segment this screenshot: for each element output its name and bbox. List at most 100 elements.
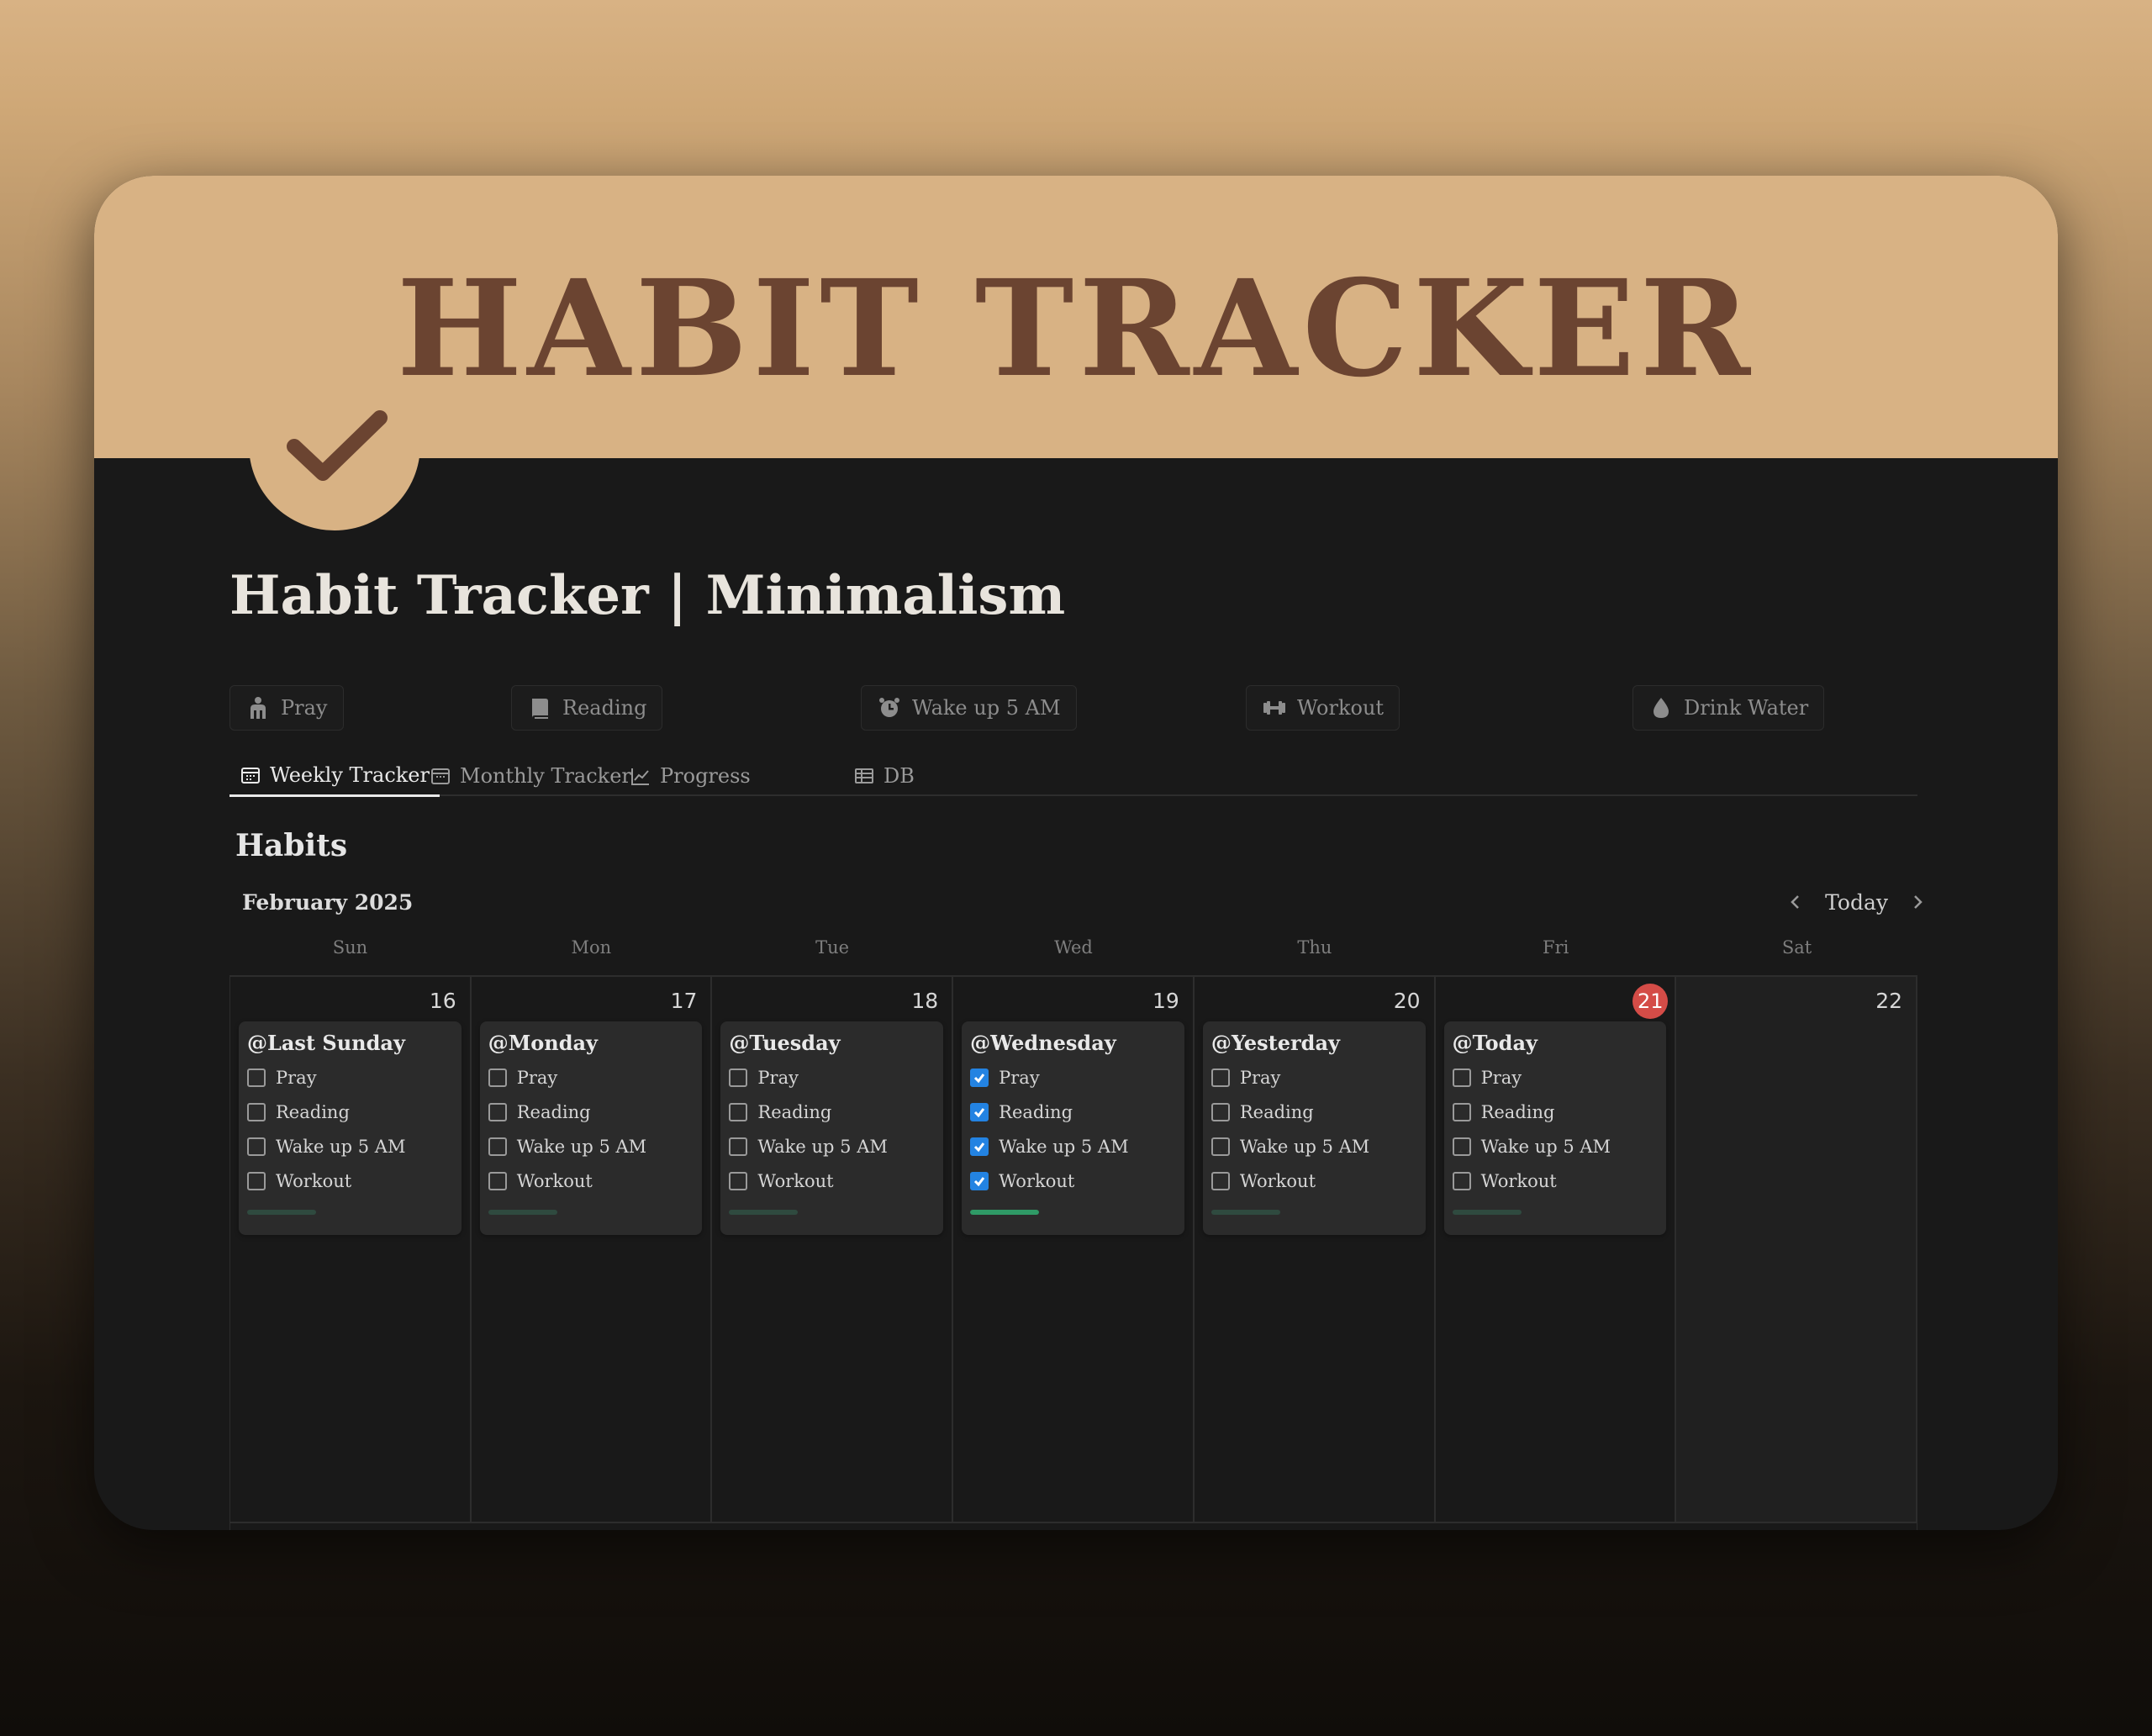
habit-progress-bar [488,1210,557,1215]
habit-checkbox-row: Workout [729,1163,935,1198]
habit-checkbox[interactable] [247,1171,266,1190]
calendar-day-cell[interactable]: 16 @Last Sunday Pray Reading Wake up 5 AM Wor… [230,977,472,1523]
habit-checkbox[interactable] [247,1137,266,1156]
habit-checkbox-row: Pray [1210,1060,1417,1095]
habit-entry-card[interactable]: @Tuesday Pray Reading Wake up 5 AM Workout [720,1021,944,1235]
habit-progress-bar [1210,1210,1280,1215]
habit-checkbox[interactable] [1210,1137,1230,1156]
today-date-badge: 21 [1632,984,1669,1019]
habit-checkbox[interactable] [247,1068,266,1087]
habit-checkbox-label: Wake up 5 AM [1480,1136,1611,1157]
habit-checkbox-label: Reading [516,1101,591,1122]
calendar-day-cell[interactable]: 21 @Today Pray Reading Wake up 5 AM Workout [1435,977,1677,1523]
water-drop-icon [1654,698,1669,718]
habit-checkbox-label: Reading [276,1101,350,1122]
habit-checkbox[interactable] [488,1171,507,1190]
habit-checkbox-row: Wake up 5 AM [488,1129,694,1163]
habit-checkbox-row: Workout [247,1163,453,1198]
habit-checkbox[interactable] [1452,1137,1471,1156]
calendar-day-cell[interactable]: 19 @Wednesday Pray Reading Wake up 5 AM Worko… [953,977,1195,1523]
habit-checkbox-label: Workout [757,1170,834,1191]
habit-checkbox[interactable] [1210,1102,1230,1121]
habit-checkbox[interactable] [729,1137,748,1156]
weekday-label: Mon [571,937,612,958]
habit-checkbox-row: Wake up 5 AM [247,1129,453,1163]
tab-progress[interactable]: Progress [620,756,761,796]
view-tabs: Weekly Tracker Monthly Tracker Progress … [229,756,1917,797]
tab-weekly-tracker[interactable]: Weekly Tracker [229,756,440,797]
habit-entry-card[interactable]: @Wednesday Pray Reading Wake up 5 AM Workout [962,1021,1184,1235]
calendar-day-cell[interactable]: 17 @Monday Pray Reading Wake up 5 AM Workout [471,977,713,1523]
habit-button-wake-up[interactable]: Wake up 5 AM [861,685,1077,731]
habit-checkbox[interactable] [1210,1068,1230,1087]
habit-entry-card[interactable]: @Today Pray Reading Wake up 5 AM Workout [1443,1021,1667,1235]
habit-checkbox-label: Reading [757,1101,832,1122]
habit-checkbox[interactable] [1210,1171,1230,1190]
habit-checkbox-label: Pray [757,1067,799,1088]
weekday-label: Thu [1297,937,1332,958]
calendar-day-cell[interactable]: 22 [1676,977,1917,1523]
habit-checkbox-row: Pray [488,1060,694,1095]
habit-entry-card[interactable]: @Yesterday Pray Reading Wake up 5 AM Workout [1202,1021,1426,1235]
calendar-grid: 16 @Last Sunday Pray Reading Wake up 5 AM Wor… [229,975,1917,1523]
habit-checkbox-label: Reading [1480,1101,1555,1122]
habit-checkbox[interactable] [1452,1102,1471,1121]
habit-button-label: Wake up 5 AM [912,696,1061,720]
tab-db[interactable]: DB [843,756,925,796]
day-number: 18 [911,989,939,1013]
habit-entry-title: @Tuesday [729,1031,841,1055]
habit-button-reading[interactable]: Reading [511,685,663,731]
habit-checkbox[interactable] [729,1068,748,1087]
calendar-day-cell[interactable]: 20 @Yesterday Pray Reading Wake up 5 AM Worko… [1194,977,1436,1523]
today-button[interactable]: Today [1825,889,1888,915]
habit-checkbox-label: Pray [1480,1067,1522,1088]
page-title: Habit Tracker | Minimalism [229,564,1066,627]
weekday-label: Wed [1054,937,1093,958]
habit-checkbox-label: Pray [1239,1067,1281,1088]
tab-label: Progress [660,764,751,788]
habit-button-workout[interactable]: Workout [1246,685,1400,731]
habit-checkbox[interactable] [1452,1171,1471,1190]
habit-checkbox[interactable] [970,1171,989,1190]
habit-checkbox-row: Reading [1210,1095,1417,1129]
calendar-day-cell[interactable]: 18 @Tuesday Pray Reading Wake up 5 AM Workout [712,977,954,1523]
habit-checkbox[interactable] [1452,1068,1471,1087]
habit-checkbox-row: Wake up 5 AM [1210,1129,1417,1163]
calendar-month-label: February 2025 [242,890,414,915]
habit-checkbox-label: Wake up 5 AM [757,1136,888,1157]
habit-checkbox[interactable] [729,1102,748,1121]
check-icon [974,1142,985,1152]
habit-entry-card[interactable]: @Last Sunday Pray Reading Wake up 5 AM Worko… [239,1021,462,1235]
tab-label: Weekly Tracker [270,763,430,787]
chart-icon [631,768,649,785]
habit-progress-bar [729,1210,799,1215]
habit-checkbox[interactable] [970,1137,989,1156]
habit-button-label: Workout [1297,696,1385,720]
chevron-right-icon[interactable] [1908,893,1927,911]
habit-checkbox[interactable] [488,1137,507,1156]
habit-checkbox[interactable] [729,1171,748,1190]
habit-button-pray[interactable]: Pray [229,685,344,731]
habit-checkbox[interactable] [488,1068,507,1087]
book-icon [532,699,548,719]
habit-button-label: Drink Water [1684,696,1809,720]
weekday-label: Tue [815,937,850,958]
calendar-icon [241,768,260,784]
tab-monthly-tracker[interactable]: Monthly Tracker [419,756,641,796]
habit-checkbox[interactable] [488,1102,507,1121]
habit-checkbox-row: Wake up 5 AM [1452,1129,1659,1163]
habit-checkbox[interactable] [970,1068,989,1087]
habit-checkbox-label: Reading [999,1101,1073,1122]
pray-icon [251,697,266,719]
chevron-left-icon[interactable] [1786,893,1805,911]
habit-button-drink-water[interactable]: Drink Water [1632,685,1825,731]
habit-button-label: Pray [281,696,328,720]
calendar-next-week-edge [229,1522,1917,1530]
habit-checkbox-label: Reading [1239,1101,1314,1122]
page-icon[interactable] [249,359,420,530]
habit-checkbox[interactable] [247,1102,266,1121]
tab-label: DB [883,764,915,788]
habit-entry-card[interactable]: @Monday Pray Reading Wake up 5 AM Workout [479,1021,703,1235]
habit-checkbox-row: Workout [488,1163,694,1198]
habit-checkbox[interactable] [970,1102,989,1121]
